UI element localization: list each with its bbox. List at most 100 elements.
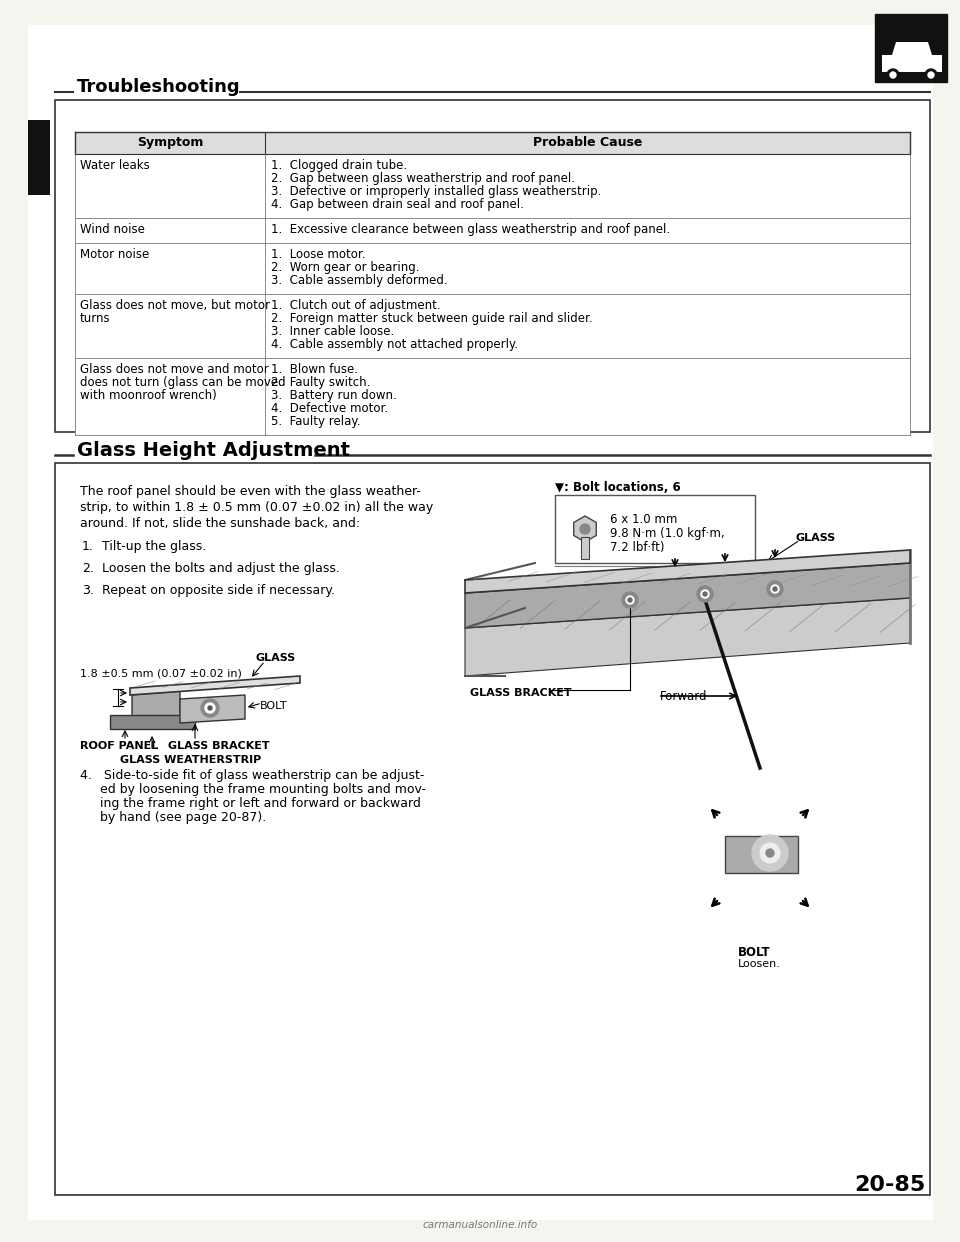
Text: 4.  Gap between drain seal and roof panel.: 4. Gap between drain seal and roof panel… <box>271 197 524 211</box>
Text: GLASS BRACKET: GLASS BRACKET <box>168 741 270 751</box>
Text: by hand (see page 20-87).: by hand (see page 20-87). <box>80 811 266 823</box>
Text: Symptom: Symptom <box>137 137 204 149</box>
Text: 2.  Gap between glass weatherstrip and roof panel.: 2. Gap between glass weatherstrip and ro… <box>271 171 575 185</box>
Circle shape <box>697 586 713 602</box>
Polygon shape <box>574 515 596 542</box>
Text: Glass does not move and motor: Glass does not move and motor <box>80 363 269 376</box>
Circle shape <box>701 590 709 597</box>
Circle shape <box>703 592 707 596</box>
Circle shape <box>628 597 632 602</box>
Text: GLASS WEATHERSTRIP: GLASS WEATHERSTRIP <box>120 755 261 765</box>
Circle shape <box>773 587 777 591</box>
Bar <box>75 294 910 358</box>
Circle shape <box>925 70 937 81</box>
Text: ed by loosening the frame mounting bolts and mov-: ed by loosening the frame mounting bolts… <box>80 782 426 796</box>
Text: ROOF PANEL: ROOF PANEL <box>80 741 158 751</box>
Text: 1.  Loose motor.: 1. Loose motor. <box>271 248 366 261</box>
Text: 1.  Excessive clearance between glass weatherstrip and roof panel.: 1. Excessive clearance between glass wea… <box>271 224 670 236</box>
Text: 1.8 ±0.5 mm (0.07 ±0.02 in): 1.8 ±0.5 mm (0.07 ±0.02 in) <box>80 669 242 679</box>
Text: Probable Cause: Probable Cause <box>533 137 642 149</box>
Bar <box>55 101 930 432</box>
Text: Glass does not move, but motor: Glass does not move, but motor <box>80 299 270 312</box>
Text: 3.  Inner cable loose.: 3. Inner cable loose. <box>271 325 395 338</box>
Text: Water leaks: Water leaks <box>80 159 150 171</box>
Text: 4.  Cable assembly not attached properly.: 4. Cable assembly not attached properly. <box>271 338 518 351</box>
Text: Repeat on opposite side if necessary.: Repeat on opposite side if necessary. <box>102 584 335 597</box>
Text: Forward: Forward <box>660 691 708 703</box>
Circle shape <box>752 835 788 871</box>
Text: 3.  Cable assembly deformed.: 3. Cable assembly deformed. <box>271 274 447 287</box>
Polygon shape <box>465 563 910 628</box>
Bar <box>875 14 947 82</box>
Bar <box>555 496 755 563</box>
Text: does not turn (glass can be moved: does not turn (glass can be moved <box>80 376 286 389</box>
Bar <box>75 358 910 435</box>
Bar <box>581 537 589 559</box>
Polygon shape <box>465 597 910 676</box>
Text: 3.  Battery run down.: 3. Battery run down. <box>271 389 396 402</box>
Text: 3.: 3. <box>82 584 94 597</box>
Circle shape <box>760 843 780 863</box>
Text: Motor noise: Motor noise <box>80 248 149 261</box>
Text: ing the frame right or left and forward or backward: ing the frame right or left and forward … <box>80 797 420 810</box>
Text: strip, to within 1.8 ± 0.5 mm (0.07 ±0.02 in) all the way: strip, to within 1.8 ± 0.5 mm (0.07 ±0.0… <box>80 501 433 514</box>
Polygon shape <box>130 676 300 696</box>
Text: The roof panel should be even with the glass weather-: The roof panel should be even with the g… <box>80 484 420 498</box>
Circle shape <box>771 585 779 592</box>
Text: Wind noise: Wind noise <box>80 224 145 236</box>
Text: GLASS BRACKET: GLASS BRACKET <box>470 688 571 698</box>
Circle shape <box>622 592 638 609</box>
Text: Loosen the bolts and adjust the glass.: Loosen the bolts and adjust the glass. <box>102 561 340 575</box>
Bar <box>28 120 50 195</box>
Text: 9.8 N·m (1.0 kgf·m,: 9.8 N·m (1.0 kgf·m, <box>610 527 725 540</box>
Text: GLASS: GLASS <box>255 653 296 663</box>
Polygon shape <box>465 556 910 673</box>
Polygon shape <box>892 42 932 55</box>
Polygon shape <box>465 550 910 592</box>
Polygon shape <box>725 836 798 873</box>
Circle shape <box>208 705 212 710</box>
Text: 3.  Defective or improperly installed glass weatherstrip.: 3. Defective or improperly installed gla… <box>271 185 601 197</box>
Bar <box>55 463 930 1195</box>
Circle shape <box>580 524 590 534</box>
Circle shape <box>682 780 838 936</box>
Text: turns: turns <box>80 312 110 325</box>
Circle shape <box>205 703 215 713</box>
Polygon shape <box>132 691 180 719</box>
Text: 2.  Faulty switch.: 2. Faulty switch. <box>271 376 371 389</box>
Text: 4.   Side-to-side fit of glass weatherstrip can be adjust-: 4. Side-to-side fit of glass weatherstri… <box>80 769 424 782</box>
Text: BOLT: BOLT <box>260 700 288 710</box>
Text: 4.  Defective motor.: 4. Defective motor. <box>271 402 388 415</box>
Polygon shape <box>882 55 942 72</box>
Circle shape <box>890 72 896 78</box>
Text: 2.  Worn gear or bearing.: 2. Worn gear or bearing. <box>271 261 420 274</box>
Polygon shape <box>180 696 245 723</box>
Circle shape <box>767 581 783 597</box>
Bar <box>75 219 910 243</box>
Text: Troubleshooting: Troubleshooting <box>77 78 241 96</box>
Text: Glass Height Adjustment: Glass Height Adjustment <box>77 441 350 460</box>
Text: 1.  Blown fuse.: 1. Blown fuse. <box>271 363 358 376</box>
Text: Loosen.: Loosen. <box>738 959 780 969</box>
Text: around. If not, slide the sunshade back, and:: around. If not, slide the sunshade back,… <box>80 517 360 530</box>
Bar <box>75 132 910 154</box>
Text: 1.: 1. <box>82 540 94 553</box>
Bar <box>110 715 195 729</box>
Text: 2.: 2. <box>82 561 94 575</box>
Text: 20-85: 20-85 <box>853 1175 925 1195</box>
Text: Tilt-up the glass.: Tilt-up the glass. <box>102 540 206 553</box>
Circle shape <box>766 850 774 857</box>
Text: 2.  Foreign matter stuck between guide rail and slider.: 2. Foreign matter stuck between guide ra… <box>271 312 592 325</box>
Text: ▼: Bolt locations, 6: ▼: Bolt locations, 6 <box>555 481 681 494</box>
Circle shape <box>201 699 219 717</box>
Text: BOLT: BOLT <box>738 946 771 959</box>
Text: carmanualsonline.info: carmanualsonline.info <box>422 1220 538 1230</box>
Text: 5.  Faulty relay.: 5. Faulty relay. <box>271 415 361 428</box>
Text: 6 x 1.0 mm: 6 x 1.0 mm <box>610 513 678 527</box>
Text: GLASS: GLASS <box>795 533 835 543</box>
Circle shape <box>928 72 934 78</box>
Text: 1.  Clutch out of adjustment.: 1. Clutch out of adjustment. <box>271 299 441 312</box>
Bar <box>75 154 910 219</box>
Text: 1.  Clogged drain tube.: 1. Clogged drain tube. <box>271 159 407 171</box>
Circle shape <box>887 70 899 81</box>
